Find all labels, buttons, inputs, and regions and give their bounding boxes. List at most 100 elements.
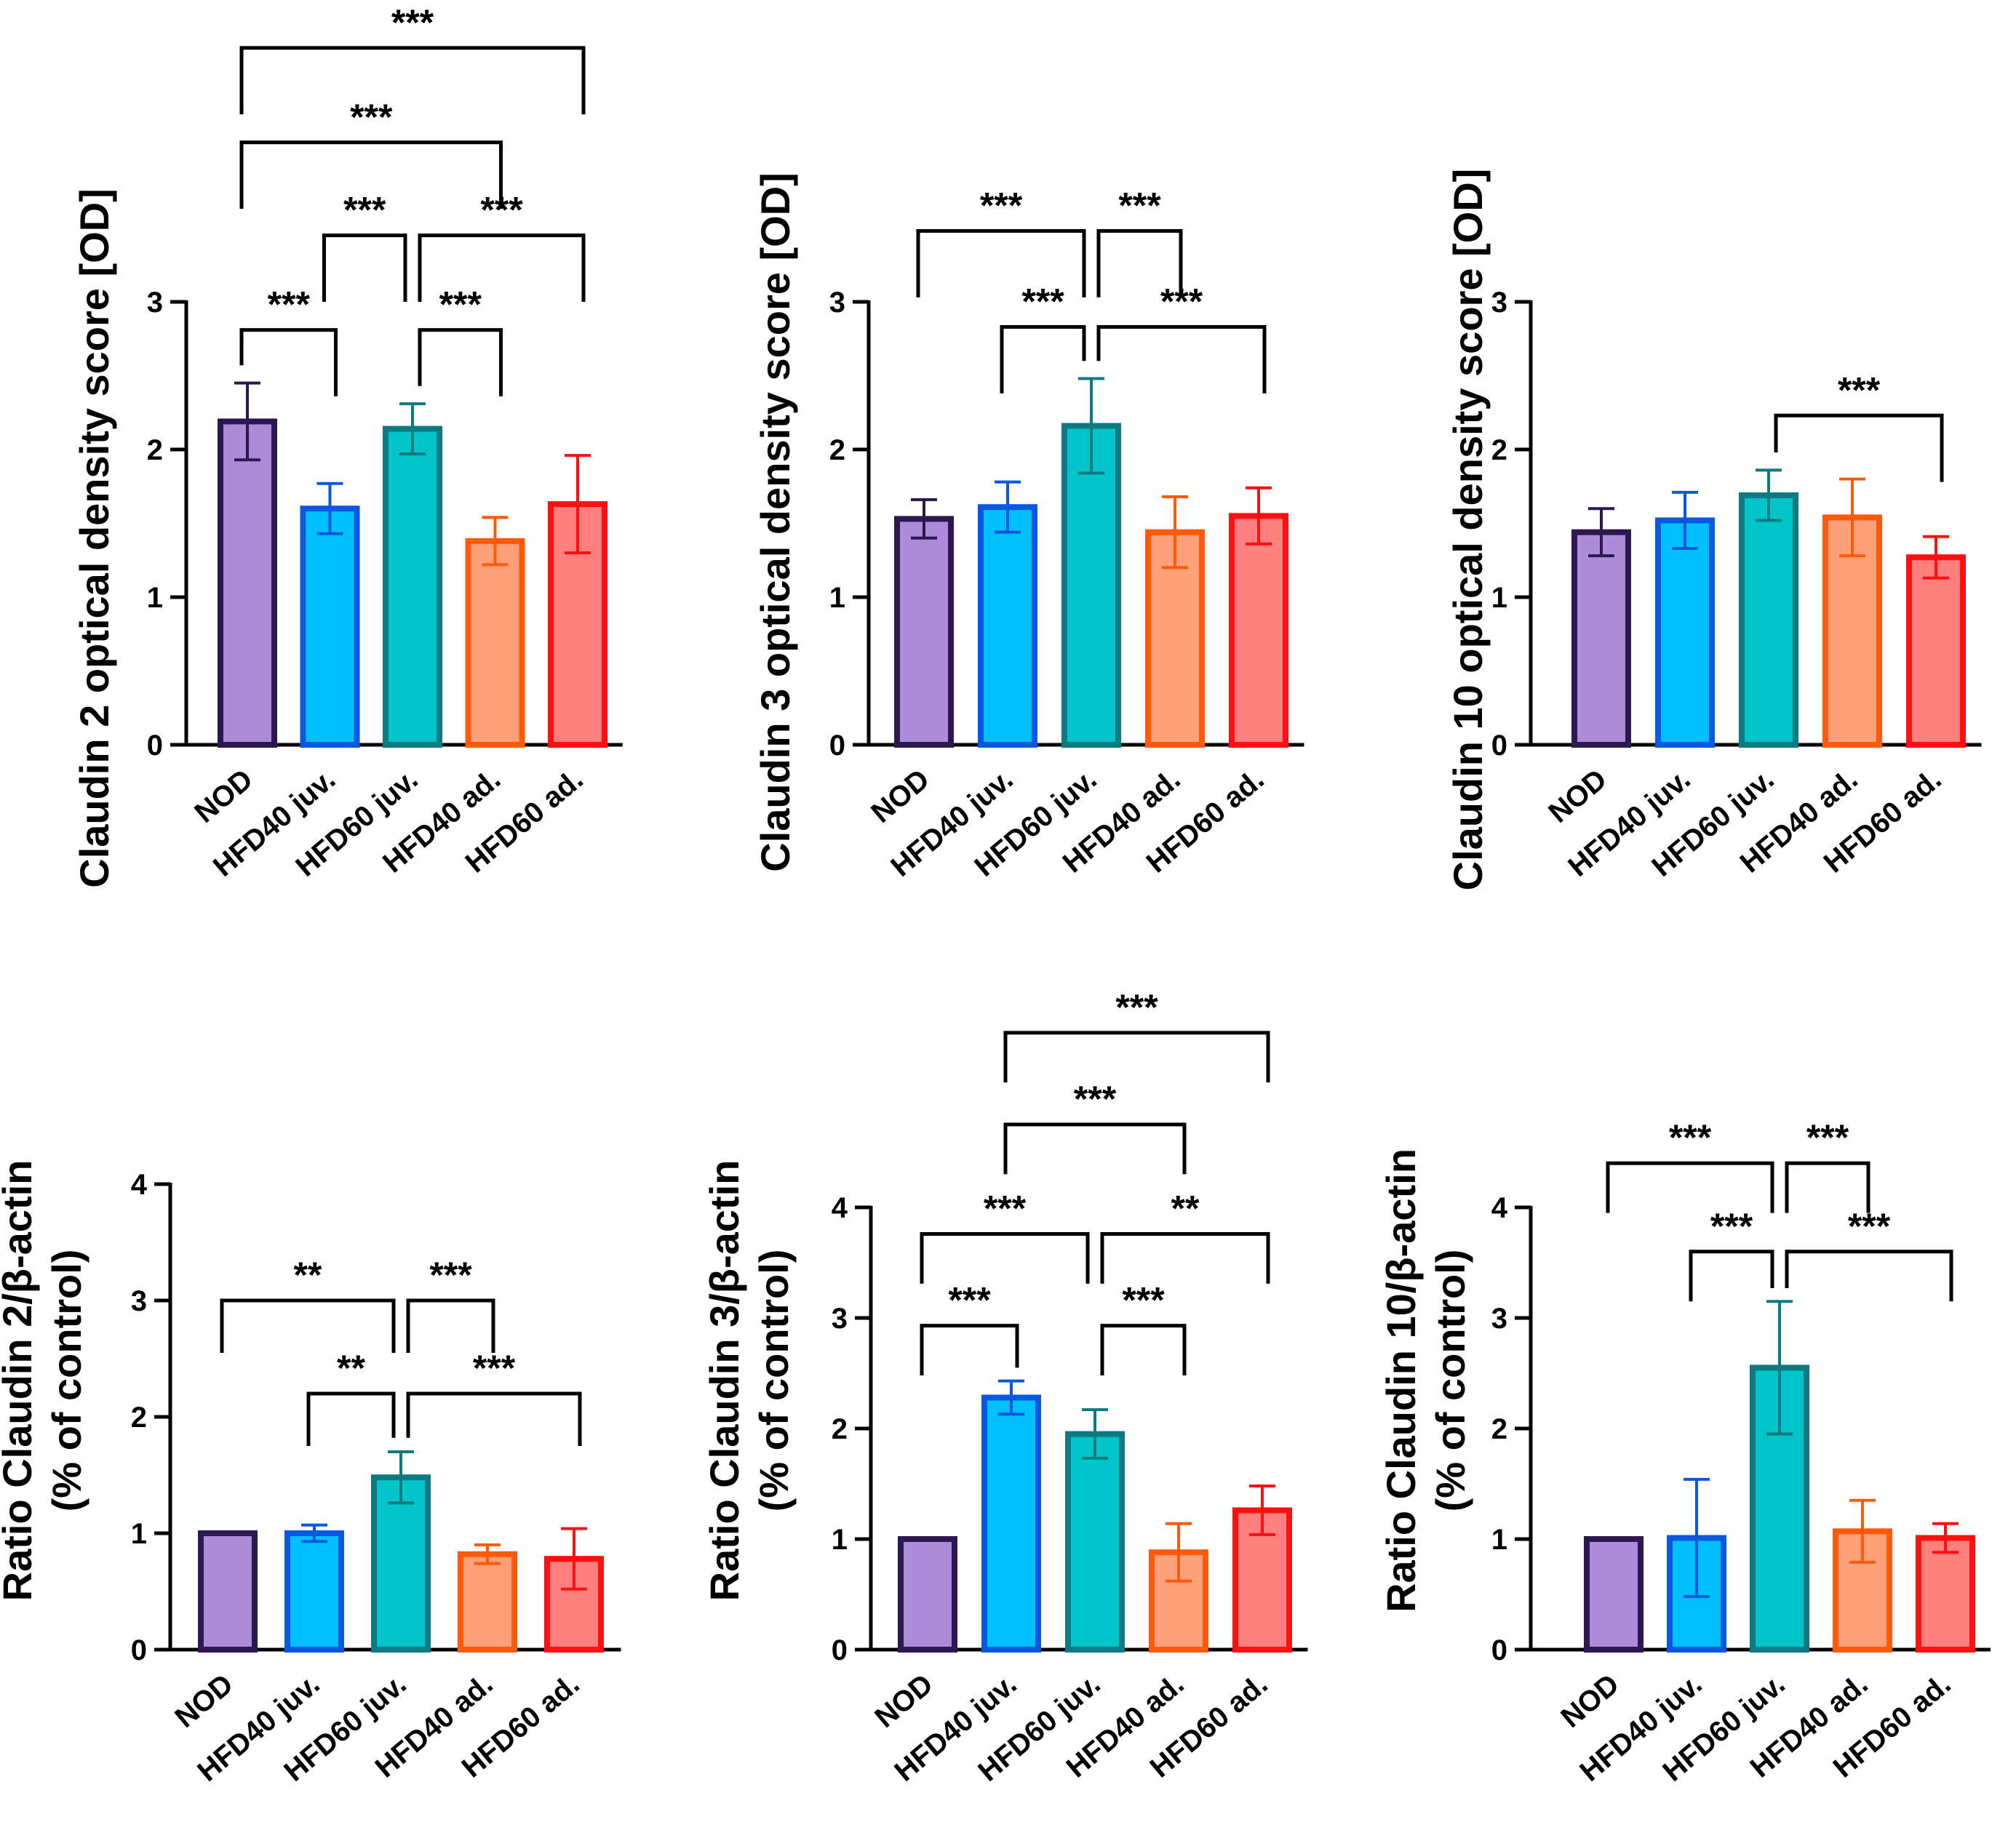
significance-bracket [1096,229,1183,297]
y-tick-label: 3 [829,287,845,319]
significance-bracket [322,233,407,302]
panel-claudin3-ratio: 0 1 2 3 4 Ratio Claudin 3/β-actin(% of contro… [701,987,1308,1788]
error-bar-nod [234,381,260,462]
significance-label: *** [980,185,1023,226]
y-tick-label: 0 [829,730,845,762]
category-label: NOD [869,1668,939,1734]
y-tick-label: 0 [131,1634,147,1666]
bar-hfd40-ad [1822,514,1882,748]
y-tick-label: 1 [131,1518,147,1550]
error-bar-hfd40-juv [998,1379,1024,1416]
category-label: NOD [1542,763,1612,829]
significance-label: ** [337,1348,365,1389]
bar-nod [1571,529,1631,748]
significance-label: *** [1669,1117,1712,1158]
category-label: NOD [865,763,935,829]
y-tick-label: 1 [1491,1524,1507,1556]
category-label: NOD [188,763,258,829]
significance-label: ** [294,1255,322,1295]
significance-bracket [916,229,1086,297]
y-tick-label: 2 [832,1413,848,1445]
y-axis-title-line: Claudin 3 optical density score [OD] [752,172,798,872]
error-bar-hfd60-ad [561,1527,587,1591]
error-bar-nod [1588,507,1614,558]
error-bar-hfd60-juv [1756,468,1782,522]
significance-label: *** [1160,281,1203,322]
significance-label: *** [1074,1079,1117,1119]
y-axis-title-line: (% of control) [1427,1250,1473,1512]
y-tick-label: 4 [131,1169,148,1201]
y-tick-label: 3 [1491,1303,1507,1335]
error-bar-hfd40-juv [1672,490,1698,551]
y-tick-label: 3 [1491,287,1507,319]
y-tick-label: 0 [1491,730,1507,762]
significance-label: *** [1806,1117,1849,1158]
bar-hfd60-ad [1906,554,1966,748]
y-tick-label: 4 [1491,1192,1508,1224]
significance-bracket [1606,1161,1774,1213]
error-bar-hfd60-ad [1932,1522,1959,1554]
error-bar-hfd40-juv [995,480,1021,534]
significance-label: *** [1115,987,1158,1028]
significance-bracket [239,328,338,396]
bar-hfd60-juv [1739,492,1798,748]
y-tick-label: 2 [1491,1413,1507,1445]
significance-label: *** [1838,369,1881,410]
bar-hfd40-juv [978,504,1037,748]
y-tick-label: 0 [147,730,163,762]
y-tick-label: 3 [131,1285,147,1317]
panel-claudin2-ratio: 0 1 2 3 4 Ratio Claudin 2/β-actin(% of contro… [0,1160,621,1788]
bar-hfd40-juv [1655,517,1715,748]
bar-nod [1584,1536,1644,1653]
bar-nod [898,1536,957,1653]
bar-hfd40-juv [284,1530,344,1653]
significance-label: *** [439,284,482,325]
error-bar-hfd60-ad [565,454,591,555]
significance-label: *** [1122,1280,1165,1321]
significance-bracket [1000,325,1086,393]
significance-bracket [1785,1250,1953,1302]
significance-bracket [406,1391,582,1446]
y-tick-label: 2 [131,1402,147,1434]
y-tick-label: 0 [832,1634,848,1666]
significance-label: *** [473,1348,516,1389]
bar-hfd60-ad [1916,1535,1975,1653]
significance-label: *** [948,1280,991,1321]
bar-nod [894,516,954,748]
y-tick-label: 2 [1491,434,1507,466]
significance-label: *** [350,97,393,137]
y-axis-title: Claudin 10 optical density score [OD] [1445,169,1491,891]
y-tick-label: 3 [832,1303,848,1335]
y-axis-title: Claudin 2 optical density score [OD] [71,188,117,888]
significance-label: *** [1118,185,1161,226]
error-bar-nod [911,498,937,540]
error-bar-hfd60-juv [388,1450,414,1505]
significance-bracket [1785,1161,1870,1213]
error-bar-hfd40-ad [1162,495,1188,570]
bar-hfd40-ad [458,1551,517,1653]
bar-hfd40-juv [981,1394,1041,1653]
significance-bracket [1774,413,1944,482]
significance-bracket [220,1298,396,1353]
significance-label: *** [268,284,311,325]
category-label: NOD [169,1668,239,1734]
y-tick-label: 2 [147,434,163,466]
significance-bracket [920,1231,1090,1284]
significance-label: *** [984,1188,1027,1228]
y-tick-label: 4 [832,1192,848,1224]
y-tick-label: 3 [147,287,163,319]
y-tick-label: 0 [1491,1634,1507,1666]
error-bar-hfd60-ad [1249,1485,1275,1536]
error-bar-hfd40-juv [316,482,343,535]
significance-bracket [239,140,503,209]
significance-label: *** [1848,1206,1891,1247]
error-bar-hfd40-ad [1839,477,1865,558]
y-tick-label: 1 [829,582,845,614]
y-axis-title-line: Claudin 2 optical density score [OD] [71,188,117,888]
error-bar-hfd40-ad [482,516,509,567]
significance-bracket [418,328,503,396]
panel-claudin10-ratio: 0 1 2 3 4 Ratio Claudin 10/β-actin(% of contr… [1378,1117,1991,1788]
significance-bracket [1689,1250,1774,1302]
significance-bracket [1096,325,1267,393]
